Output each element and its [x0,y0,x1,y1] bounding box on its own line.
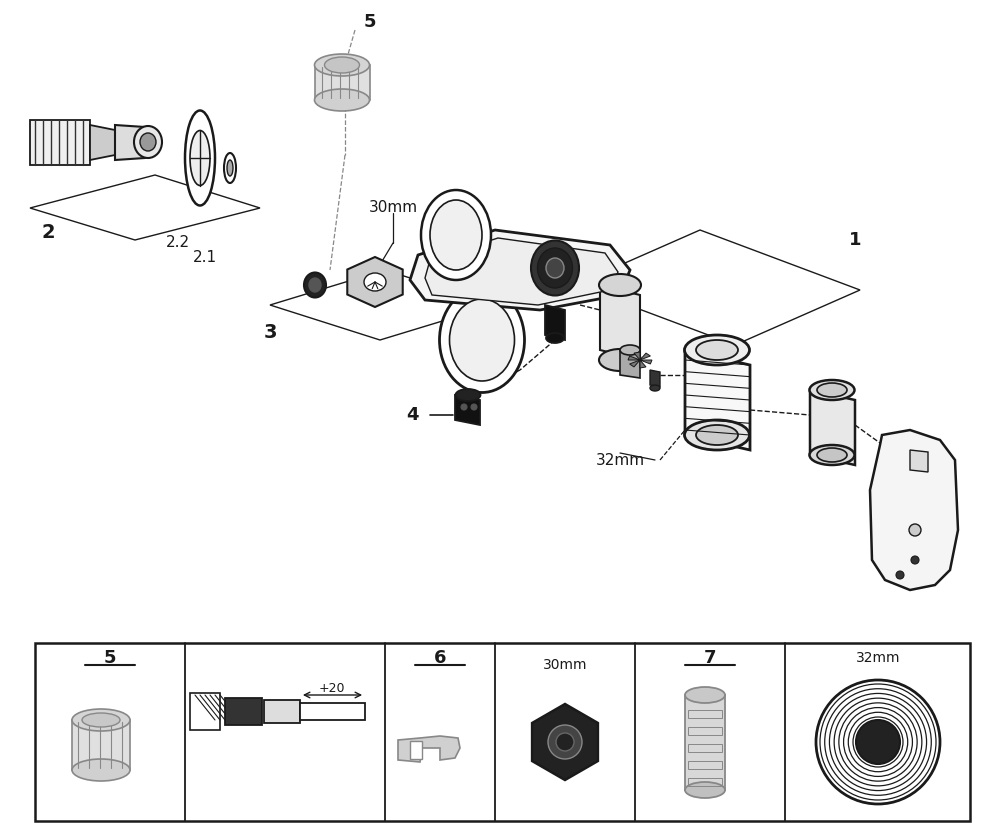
Ellipse shape [599,349,641,371]
Polygon shape [640,360,652,364]
Ellipse shape [324,57,360,73]
Ellipse shape [456,389,480,401]
Circle shape [856,720,900,764]
Polygon shape [455,395,480,425]
Text: 30mm: 30mm [543,658,587,672]
Ellipse shape [421,190,491,280]
Ellipse shape [684,420,750,450]
Ellipse shape [134,126,162,158]
Polygon shape [72,720,130,770]
Ellipse shape [696,425,738,445]
Polygon shape [347,257,403,307]
Ellipse shape [72,709,130,731]
Circle shape [816,680,940,804]
Ellipse shape [685,687,725,703]
Polygon shape [264,700,300,723]
Ellipse shape [538,248,572,288]
Ellipse shape [364,273,386,291]
Ellipse shape [72,759,130,781]
Ellipse shape [471,404,477,410]
Ellipse shape [304,272,326,297]
Text: 6: 6 [434,649,446,667]
Ellipse shape [531,241,579,296]
Bar [35,643,970,821]
Polygon shape [545,305,565,340]
Polygon shape [90,125,115,160]
Polygon shape [410,741,422,759]
Polygon shape [410,230,630,310]
Polygon shape [630,360,640,367]
Ellipse shape [548,725,582,759]
Polygon shape [398,736,460,762]
Circle shape [909,524,921,536]
Polygon shape [810,390,855,465]
Polygon shape [600,285,640,360]
Ellipse shape [650,385,660,391]
Ellipse shape [190,131,210,186]
Circle shape [896,571,904,579]
Ellipse shape [556,733,574,751]
Ellipse shape [314,54,370,76]
Text: 2.2: 2.2 [166,235,190,250]
Polygon shape [640,353,650,360]
Polygon shape [870,430,958,590]
Ellipse shape [227,160,233,176]
Ellipse shape [620,345,640,355]
Ellipse shape [461,404,467,410]
Polygon shape [30,120,90,165]
Polygon shape [685,350,750,450]
Text: 30mm: 30mm [368,199,418,215]
Text: 4: 4 [406,406,418,424]
Text: 5: 5 [364,13,376,31]
Polygon shape [620,350,640,378]
Ellipse shape [440,287,524,392]
Polygon shape [910,450,928,472]
Text: 2.1: 2.1 [193,250,217,265]
Text: 3: 3 [263,322,277,342]
Text: 2: 2 [41,222,55,242]
Ellipse shape [82,713,120,727]
Ellipse shape [309,278,321,292]
Polygon shape [685,695,725,790]
Ellipse shape [450,299,514,381]
Text: 1: 1 [849,231,861,249]
Ellipse shape [314,89,370,111]
Ellipse shape [140,133,156,151]
Ellipse shape [599,274,641,296]
Polygon shape [300,703,365,720]
Polygon shape [650,370,660,387]
Ellipse shape [696,340,738,360]
Polygon shape [225,698,262,725]
Polygon shape [425,238,618,305]
Text: 32mm: 32mm [856,651,900,665]
Ellipse shape [185,111,215,206]
Ellipse shape [546,258,564,278]
Polygon shape [532,704,598,780]
Ellipse shape [810,380,854,400]
Ellipse shape [817,448,847,462]
Ellipse shape [224,153,236,183]
Ellipse shape [685,782,725,798]
Ellipse shape [430,200,482,270]
Polygon shape [315,65,370,100]
Circle shape [911,556,919,564]
Ellipse shape [546,333,564,343]
Ellipse shape [684,335,750,365]
Text: 7: 7 [704,649,716,667]
Ellipse shape [817,383,847,397]
Text: 32mm: 32mm [595,452,645,467]
Polygon shape [628,356,640,360]
Text: 5: 5 [104,649,116,667]
Polygon shape [634,352,640,360]
Ellipse shape [810,445,854,465]
Polygon shape [115,125,150,160]
Text: +20: +20 [319,681,345,695]
Polygon shape [640,360,646,368]
